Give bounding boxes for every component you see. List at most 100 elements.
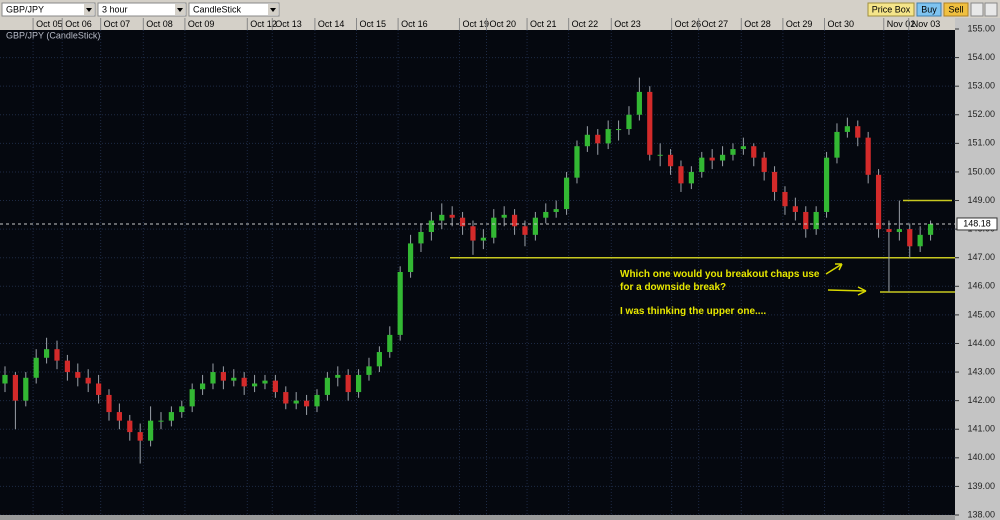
candle-body (875, 174, 882, 230)
candle-body (272, 380, 278, 393)
x-tick-label: Oct 14 (318, 19, 345, 29)
candle-body (345, 374, 351, 393)
y-tick-label: 150.00 (967, 166, 995, 176)
candle-body (397, 272, 403, 335)
y-tick-label: 138.00 (967, 509, 995, 519)
interval-select[interactable] (97, 2, 187, 17)
x-tick-label: Oct 29 (786, 19, 813, 29)
candle-body (2, 374, 8, 384)
candle-body (241, 377, 247, 387)
candle-body (553, 209, 559, 212)
candle-body (761, 157, 767, 172)
x-tick-label: Oct 09 (188, 19, 215, 29)
dropdown-arrow (177, 8, 183, 12)
y-axis-panel (955, 18, 1000, 520)
candle-body (449, 214, 455, 218)
x-tick-label: Oct 22 (572, 19, 599, 29)
candle-body (803, 211, 809, 230)
candle-body (719, 154, 726, 161)
arrow (827, 286, 867, 296)
candle-body (626, 114, 632, 130)
y-tick-label: 146.00 (967, 281, 995, 291)
candle-body (886, 229, 892, 232)
candle-body (262, 380, 268, 384)
x-tick-label: Oct 19 (462, 19, 489, 29)
y-tick-label: 145.00 (967, 309, 995, 319)
y-tick-label: 143.00 (967, 366, 995, 376)
x-tick-label: Oct 26 (675, 19, 702, 29)
dropdown-arrow (86, 8, 92, 12)
scrollbar[interactable] (0, 515, 955, 520)
y-tick-label: 152.00 (967, 109, 995, 119)
x-axis: Oct 05 Oct 06 Oct 07 Oct 08 Oct 09 Oct 12Oct … (32, 18, 941, 30)
candle-body (459, 217, 466, 227)
candle-body (314, 394, 320, 407)
candle-body (574, 146, 580, 178)
last-price-box (956, 217, 998, 231)
candle-body (823, 157, 830, 212)
candle-body (43, 349, 50, 358)
x-tick-label: Nov 03 (912, 19, 941, 29)
x-tick-label: Nov 02 (887, 19, 916, 29)
candle-body (199, 383, 206, 390)
candle-body (251, 383, 258, 387)
x-tick-label: Oct 06 (65, 19, 92, 29)
y-tick-label: 139.00 (967, 481, 995, 491)
interval-label: 3 hour (102, 4, 128, 14)
style-select[interactable] (188, 2, 280, 17)
candle-body (595, 134, 601, 144)
candle-body (168, 412, 174, 421)
x-tick-label: Oct 07 (104, 19, 131, 29)
candle-body (855, 126, 861, 138)
candle-body (730, 149, 736, 155)
candle-body (480, 237, 486, 241)
buy-button[interactable] (916, 2, 942, 17)
candle-body (522, 226, 528, 235)
candle-body (189, 389, 195, 407)
candle-body (782, 191, 788, 207)
candle-body (75, 372, 81, 378)
symbol-select[interactable] (1, 2, 96, 17)
candle-body (220, 372, 226, 381)
annotation: Which one would you breakout chaps use (620, 269, 820, 280)
candle-body (95, 383, 102, 395)
candle-body (23, 377, 29, 401)
draw-tool-button[interactable] (970, 2, 984, 17)
candle-body (751, 146, 757, 158)
candle-body (158, 420, 164, 422)
candle-body (355, 374, 362, 393)
sell-button[interactable] (943, 2, 969, 17)
candle-body (563, 177, 570, 210)
buy-label: Buy (921, 4, 937, 14)
candle-body (33, 357, 39, 378)
settings-button[interactable] (984, 2, 998, 17)
y-tick-label: 140.00 (967, 452, 995, 462)
y-tick-label: 147.00 (967, 252, 995, 262)
candle-body (12, 374, 18, 401)
y-axis: 155.00 154.00 153.00 152.00 151.00 150.00 149.… (955, 23, 998, 519)
candle-body (844, 126, 850, 132)
candle-body (647, 91, 653, 155)
candle-body (667, 154, 674, 167)
candle-body (293, 400, 299, 404)
candle-body (366, 366, 372, 375)
candle-body (439, 214, 445, 221)
candle-body (85, 377, 91, 384)
sell-label: Sell (948, 4, 963, 14)
candle-body (771, 171, 778, 192)
candle-body (917, 234, 923, 247)
price-box-label: Price Box (872, 4, 911, 14)
x-tick-label: Oct 15 (360, 19, 387, 29)
candle-body (927, 223, 934, 235)
candle-body (54, 349, 60, 361)
candle-body (210, 372, 216, 384)
price-box-button[interactable] (867, 2, 915, 17)
candle-body (283, 392, 289, 404)
candle-body (657, 154, 663, 156)
candle-body (636, 91, 642, 115)
x-tick-label: Oct 20 (489, 19, 516, 29)
candle-body (907, 229, 913, 247)
candle-body (834, 131, 840, 158)
candle-body (615, 129, 622, 131)
